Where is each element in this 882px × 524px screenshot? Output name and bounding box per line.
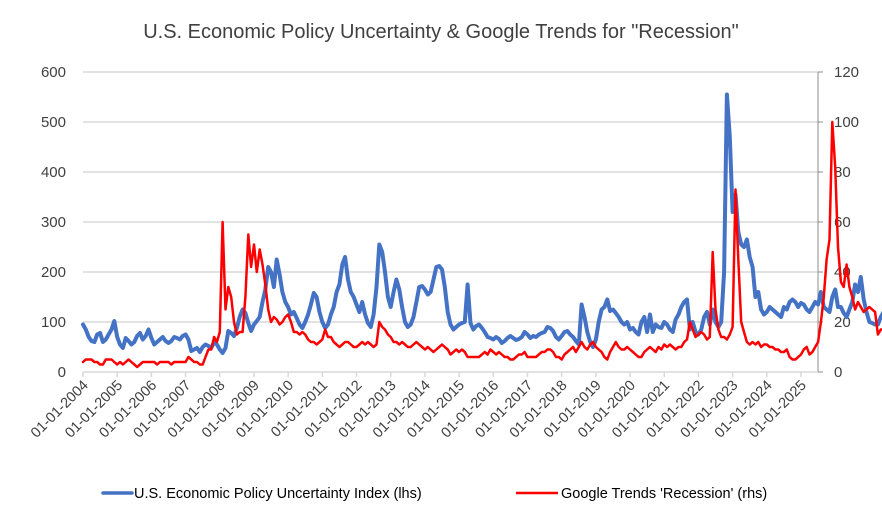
series-line-google-trends [81,120,882,369]
series-line-epu [81,92,882,355]
y-left-tick-label: 0 [58,364,66,381]
y-left-tick-label: 300 [41,214,66,231]
x-axis: 01-01-200401-01-200501-01-200601-01-2007… [28,371,818,441]
series-lines [81,92,882,369]
legend-label-epu: U.S. Economic Policy Uncertainty Index (… [134,486,422,502]
y-axis-left: 0 100 200 300 400 500 600 [41,64,66,381]
legend: U.S. Economic Policy Uncertainty Index (… [101,486,767,502]
y-right-tick-label: 100 [834,114,859,131]
y-left-tick-label: 600 [41,64,66,81]
y-left-tick-label: 500 [41,114,66,131]
y-left-tick-label: 200 [41,264,66,281]
chart-title: U.S. Economic Policy Uncertainty & Googl… [143,21,739,43]
y-right-tick-label: 120 [834,64,859,81]
y-left-tick-label: 100 [41,314,66,331]
y-right-tick-label: 80 [834,164,851,181]
gridlines [83,71,818,323]
legend-label-google-trends: Google Trends 'Recession' (rhs) [561,486,767,502]
y-left-tick-label: 400 [41,164,66,181]
y-right-tick-label: 0 [834,364,842,381]
